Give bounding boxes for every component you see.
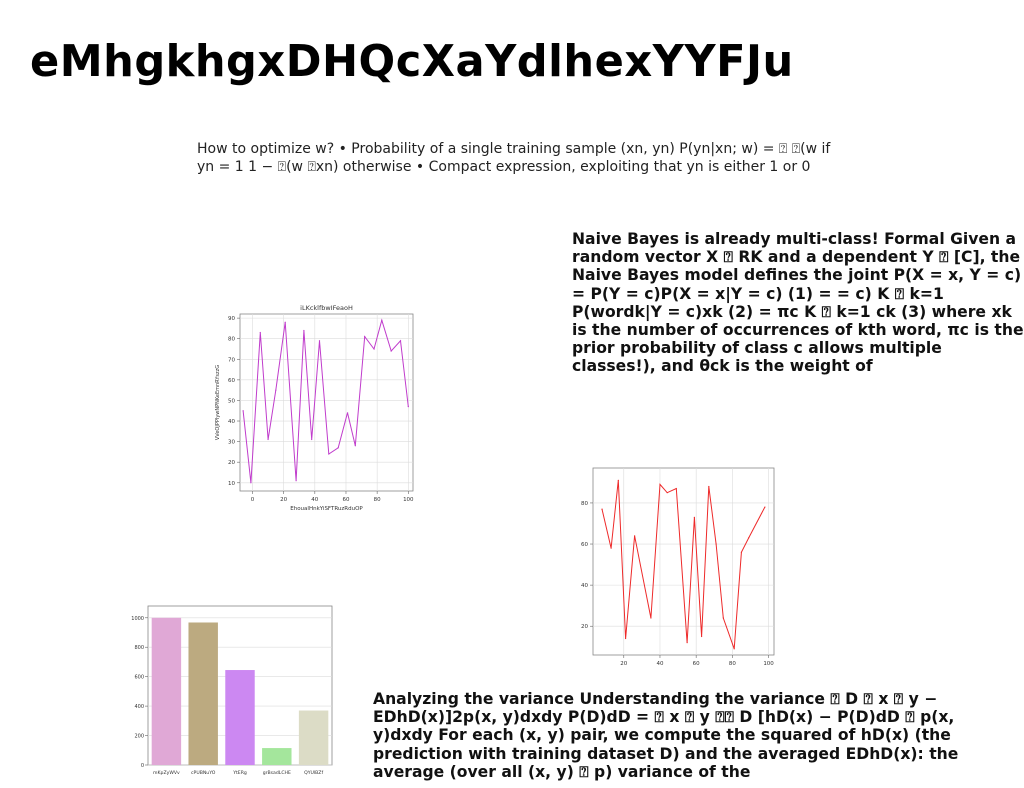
- data-point: [650, 617, 652, 619]
- x-tick-label: 80: [374, 497, 381, 503]
- plot-area: [592, 467, 775, 656]
- x-tick-label: 60: [342, 497, 349, 503]
- line-chart-red: 20 40 60 80 100 20 40 60 80: [581, 467, 775, 667]
- data-point: [701, 635, 703, 638]
- naive-bayes-paragraph: Naive Bayes is already multi-class! Form…: [572, 230, 1024, 376]
- x-tick-label: YtERg: [232, 770, 247, 776]
- bar-chart: 0 200 400 600 800 1000 mKpZyWVv cPUBNuYO YtERg gr…: [131, 605, 333, 776]
- y-tick-label: 70: [228, 357, 235, 363]
- data-point: [634, 535, 636, 537]
- y-tick-label: 0: [141, 763, 144, 769]
- data-point: [275, 389, 277, 391]
- data-point: [381, 319, 383, 321]
- data-point: [624, 637, 627, 640]
- y-tick-label: 60: [228, 378, 235, 384]
- y-tick-label: 50: [228, 398, 235, 404]
- series-line: [242, 318, 409, 483]
- data-point: [364, 336, 366, 338]
- plot-area: [239, 313, 414, 492]
- x-tick-label: 20: [620, 661, 627, 667]
- y-tick-label: 10: [228, 481, 235, 487]
- data-point: [242, 410, 244, 412]
- data-point: [407, 406, 409, 408]
- data-point: [610, 547, 612, 549]
- y-tick-label: 200: [134, 734, 144, 740]
- data-point: [666, 492, 668, 494]
- data-point: [693, 516, 695, 518]
- y-axis-label: VVeOJPPIywNPNKeEmnRYszzG: [215, 365, 221, 440]
- data-point: [295, 480, 297, 482]
- x-tick-label: grBsadLCHE: [263, 770, 291, 776]
- y-tick-label: 80: [581, 501, 588, 507]
- bar: [225, 670, 255, 765]
- bar: [298, 710, 329, 765]
- data-point: [267, 438, 269, 441]
- data-point: [708, 485, 710, 488]
- data-point: [303, 329, 305, 332]
- data-point: [337, 447, 339, 449]
- y-tick-label: 30: [228, 440, 235, 446]
- line-chart-magenta: 0 20 40 60 80 100 10 20 30 40 50 60 70 80 90 iLKcklfbwI…: [215, 304, 414, 512]
- y-tick-label: 800: [134, 645, 144, 651]
- data-point: [346, 412, 349, 414]
- x-tick-label: QYUlBZf: [304, 770, 323, 776]
- x-tick-label: 60: [693, 661, 700, 667]
- page-title: eMhgkhgxDHQcXaYdlhexYYFJu: [30, 36, 794, 87]
- data-point: [311, 438, 313, 441]
- intro-paragraph: How to optimize w? • Probability of a si…: [197, 141, 831, 175]
- chart-title: iLKcklfbwIFeaoH: [300, 304, 353, 312]
- data-point: [328, 453, 330, 455]
- data-point: [659, 483, 661, 486]
- data-point: [722, 617, 724, 619]
- x-tick-label: 0: [251, 497, 255, 503]
- x-tick-label: 80: [729, 661, 736, 667]
- y-tick-label: 60: [581, 542, 588, 548]
- x-tick-label: 100: [403, 497, 414, 503]
- data-point: [390, 350, 392, 352]
- y-tick-label: 80: [228, 337, 235, 343]
- data-point: [715, 543, 717, 545]
- data-point: [373, 348, 375, 350]
- data-point: [764, 506, 766, 508]
- data-point: [399, 340, 402, 342]
- data-point: [601, 508, 603, 510]
- y-tick-label: 40: [228, 419, 235, 425]
- data-point: [675, 487, 677, 490]
- y-tick-label: 20: [228, 460, 235, 466]
- bar: [151, 617, 182, 765]
- data-point: [318, 340, 321, 342]
- data-point: [686, 642, 688, 644]
- y-tick-label: 1000: [131, 616, 144, 622]
- bar: [262, 748, 292, 765]
- x-axis-label: EhoualHnkYiSFTRuzRduOP: [290, 506, 363, 512]
- data-point: [284, 321, 286, 323]
- data-point: [259, 331, 261, 334]
- y-tick-label: 400: [134, 704, 144, 710]
- y-tick-label: 20: [581, 624, 588, 630]
- x-tick-label: 20: [280, 497, 287, 503]
- data-point: [354, 445, 356, 447]
- bar: [188, 622, 218, 765]
- x-tick-label: 100: [763, 661, 774, 667]
- data-point: [617, 479, 619, 481]
- data-point: [250, 482, 252, 484]
- x-tick-label: 40: [656, 661, 663, 667]
- variance-paragraph: Analyzing the variance Understanding the…: [373, 690, 959, 781]
- x-tick-label: cPUBNuYO: [191, 770, 216, 776]
- data-point: [748, 537, 750, 539]
- data-point: [740, 551, 743, 553]
- x-tick-label: mKpZyWVv: [153, 770, 180, 776]
- y-tick-label: 90: [228, 316, 235, 322]
- data-point: [733, 648, 735, 650]
- x-tick-label: 40: [311, 497, 318, 503]
- y-tick-label: 40: [581, 583, 588, 589]
- y-tick-label: 600: [134, 675, 144, 681]
